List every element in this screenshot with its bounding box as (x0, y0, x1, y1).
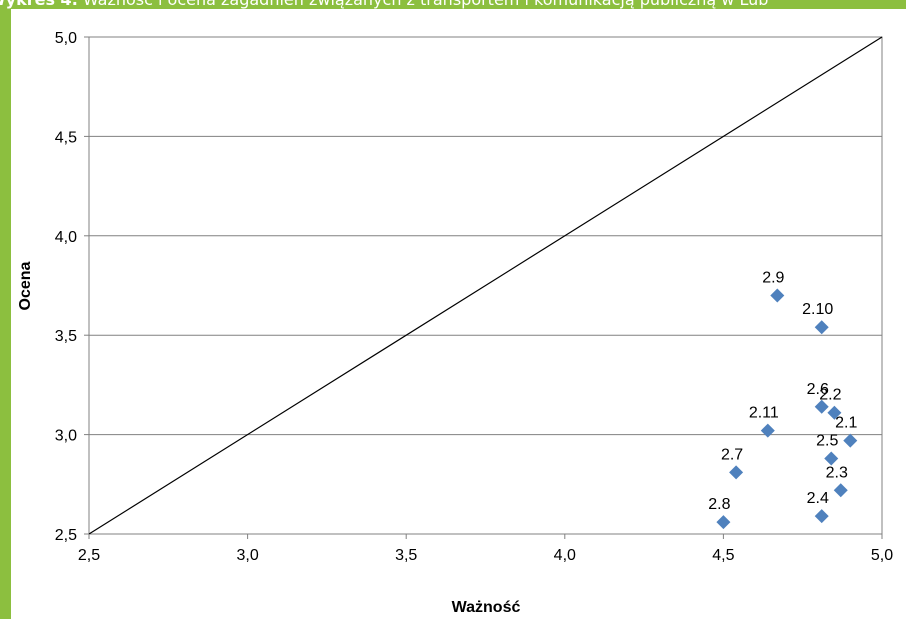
data-point-2-2 (827, 405, 842, 420)
y-tick-label: 5,0 (55, 30, 77, 47)
data-point-2-3 (833, 483, 848, 498)
data-point-label: 2.3 (826, 464, 848, 481)
data-point-label: 2.2 (819, 387, 841, 404)
x-axis-title: Ważność (452, 599, 521, 616)
x-tick-label: 4,5 (712, 547, 734, 564)
data-point-2-9 (770, 288, 785, 303)
title-bar: Wykres 4. Ważność i ocena zagadnień zwią… (0, 0, 906, 9)
data-point-2-10 (814, 320, 829, 335)
data-point-label: 2.10 (802, 301, 833, 318)
data-point-label: 2.6 (807, 381, 829, 398)
data-point-2-7 (729, 465, 744, 480)
data-point-label: 2.1 (835, 415, 857, 432)
chart-caption-prefix: Wykres 4. (0, 0, 78, 9)
data-point-label: 2.8 (708, 496, 730, 513)
data-point-2-4 (814, 509, 829, 524)
reference-diagonal-line (88, 36, 883, 535)
data-point-2-8 (716, 515, 731, 530)
data-point-2-1 (843, 433, 858, 448)
data-point-2-5 (824, 451, 839, 466)
data-point-label: 2.4 (807, 490, 829, 507)
x-tick-label: 3,0 (236, 547, 258, 564)
x-axis-ticks: 2,5 3,0 3,5 4,0 4,5 5,0 (78, 534, 893, 564)
chart-caption-text: Ważność i ocena zagadnień związanych z t… (78, 0, 769, 9)
data-point-2-11 (760, 423, 775, 438)
y-axis-ticks: 2,5 3,0 3,5 4,0 4,5 5,0 (55, 30, 89, 544)
y-tick-label: 2,5 (55, 527, 77, 544)
data-point-2-6 (814, 399, 829, 414)
y-axis-title: Ocena (17, 261, 34, 310)
data-points: 2.9 2.10 2.62.2 2.1 2.11 2.5 2.7 2.3 2.4 2.8 (708, 269, 858, 530)
y-tick-label: 3,0 (55, 428, 77, 445)
y-tick-label: 4,5 (55, 129, 77, 146)
data-point-label: 2.7 (721, 446, 743, 463)
y-tick-label: 4,0 (55, 229, 77, 246)
x-tick-label: 2,5 (78, 547, 100, 564)
x-tick-label: 5,0 (871, 547, 893, 564)
x-tick-label: 4,0 (554, 547, 576, 564)
x-tick-label: 3,5 (395, 547, 417, 564)
left-accent-stripe (0, 0, 11, 619)
data-point-label: 2.5 (816, 432, 838, 449)
plot-area-frame (88, 36, 883, 535)
data-point-label: 2.9 (762, 269, 784, 286)
chart-caption: Wykres 4. Ważność i ocena zagadnień zwią… (0, 0, 768, 9)
data-point-label: 2.11 (749, 405, 779, 422)
y-tick-label: 3,5 (55, 328, 77, 345)
